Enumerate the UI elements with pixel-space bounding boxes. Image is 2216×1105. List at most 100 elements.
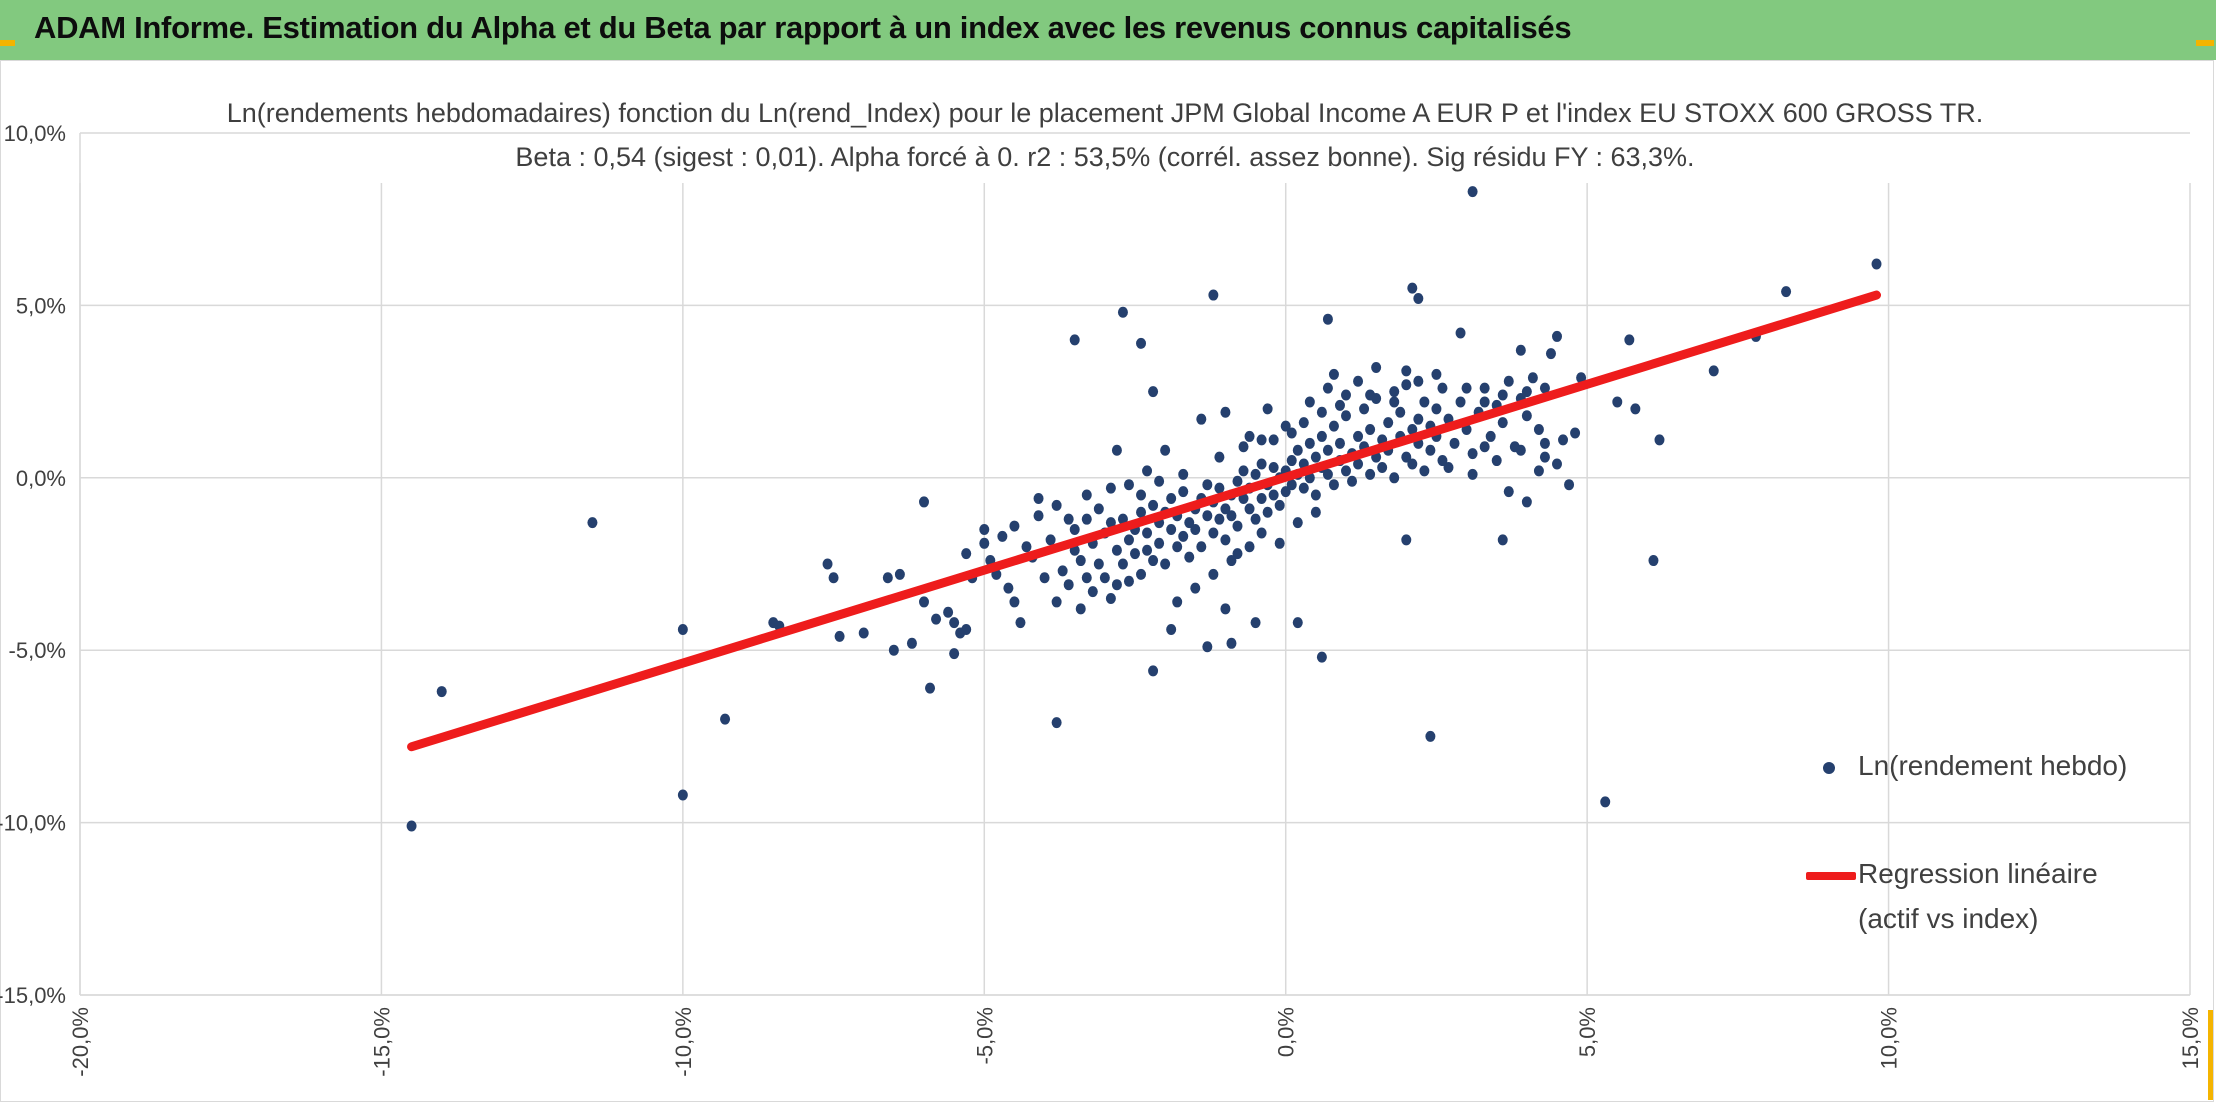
corner-marker-bottom-right	[2208, 1010, 2214, 1100]
scatter-point	[1142, 527, 1153, 539]
scatter-point	[1220, 534, 1231, 546]
scatter-point	[906, 637, 917, 649]
scatter-point	[1154, 475, 1165, 487]
scatter-point	[1280, 420, 1291, 432]
scatter-point	[1389, 472, 1400, 484]
scatter-point	[1467, 448, 1478, 460]
scatter-point	[1558, 434, 1569, 446]
x-tick-label: 15,0%	[2178, 1007, 2203, 1069]
scatter-point	[1443, 461, 1454, 473]
scatter-point	[1154, 537, 1165, 549]
scatter-point	[1250, 468, 1261, 480]
scatter-point	[1449, 437, 1460, 449]
scatter-point	[436, 686, 447, 698]
scatter-point	[1286, 479, 1297, 491]
scatter-point	[1407, 458, 1418, 470]
scatter-point	[1407, 282, 1418, 294]
scatter-point	[1539, 382, 1550, 394]
scatter-point	[997, 530, 1008, 542]
scatter-point	[1208, 527, 1219, 539]
scatter-point	[1413, 375, 1424, 387]
scatter-point	[858, 627, 869, 639]
scatter-point	[1322, 468, 1333, 480]
scatter-point	[1316, 406, 1327, 418]
tick-labels: -15,0%-10,0%-5,0%0,0%5,0%10,0%-20,0% -15,…	[0, 121, 2203, 1077]
scatter-point	[1057, 565, 1068, 577]
x-tick-label: 0,0%	[1274, 1007, 1299, 1057]
scatter-point	[1353, 458, 1364, 470]
x-tick-label: -5,0%	[972, 1007, 997, 1064]
scatter-point	[1341, 389, 1351, 401]
scatter-point	[1648, 555, 1659, 567]
scatter-point	[1123, 479, 1134, 491]
scatter-point	[1063, 579, 1074, 591]
scatter-point	[1111, 544, 1122, 556]
scatter-point	[1328, 368, 1339, 380]
scatter-point	[1479, 441, 1490, 453]
legend-scatter-label: Ln(rendement hebdo)	[1858, 750, 2128, 781]
scatter-point	[1123, 575, 1134, 587]
scatter-point	[1003, 582, 1014, 594]
scatter-point	[1081, 513, 1092, 525]
scatter-point	[1160, 558, 1171, 570]
scatter-point	[1431, 368, 1442, 380]
scatter-point	[1365, 389, 1376, 401]
scatter-point	[1166, 624, 1177, 636]
legend-scatter-marker	[1823, 762, 1835, 774]
scatter-point	[1395, 406, 1406, 418]
scatter-point	[1286, 455, 1297, 467]
scatter-point	[1075, 603, 1086, 615]
scatter-point	[1136, 506, 1147, 518]
scatter-point	[888, 644, 899, 656]
scatter-point	[1630, 403, 1641, 415]
scatter-point	[1401, 534, 1412, 546]
scatter-point	[1533, 465, 1544, 477]
scatter-point	[1262, 403, 1273, 415]
scatter-point	[1148, 665, 1159, 677]
scatter-point	[1160, 444, 1171, 456]
scatter-point	[822, 558, 833, 570]
scatter-point	[1075, 555, 1086, 567]
scatter-point	[1148, 386, 1159, 398]
scatter-point	[1479, 396, 1490, 408]
scatter-point	[1226, 510, 1237, 522]
scatter-point	[1250, 513, 1261, 525]
scatter-point	[1304, 437, 1315, 449]
scatter-point	[979, 537, 990, 549]
scatter-point	[1425, 444, 1436, 456]
scatter-point	[1539, 451, 1550, 463]
scatter-point	[1262, 506, 1273, 518]
scatter-point	[1298, 482, 1309, 494]
scatter-point	[1148, 499, 1159, 511]
scatter-point	[1654, 434, 1665, 446]
scatter-point	[1220, 503, 1231, 515]
scatter-point	[1015, 617, 1026, 629]
scatter-point	[1178, 530, 1189, 542]
scatter-point	[587, 517, 598, 529]
scatter-point	[1208, 568, 1219, 580]
legend-line-marker	[1806, 872, 1856, 880]
scatter-point	[1111, 579, 1122, 591]
scatter-point	[1334, 437, 1345, 449]
scatter-point	[1708, 365, 1719, 377]
scatter-point	[1232, 475, 1243, 487]
scatter-point	[1220, 603, 1231, 615]
scatter-point	[1552, 458, 1562, 470]
scatter-point	[882, 572, 893, 584]
scatter-point	[1419, 465, 1430, 477]
scatter-point	[919, 496, 929, 508]
scatter-point	[1389, 386, 1400, 398]
scatter-point	[1232, 548, 1243, 560]
scatter-point	[1624, 334, 1635, 346]
scatter-point	[1130, 548, 1140, 560]
x-tick-label: 10,0%	[1877, 1007, 1902, 1069]
scatter-point	[1063, 513, 1074, 525]
scatter-point	[1256, 458, 1267, 470]
scatter-point	[1033, 510, 1044, 522]
scatter-point	[1105, 592, 1116, 604]
scatter-point	[1310, 451, 1321, 463]
scatter-point	[1425, 730, 1436, 742]
scatter-point	[1316, 651, 1327, 663]
scatter-point	[1292, 617, 1303, 629]
scatter-point	[1576, 372, 1587, 384]
